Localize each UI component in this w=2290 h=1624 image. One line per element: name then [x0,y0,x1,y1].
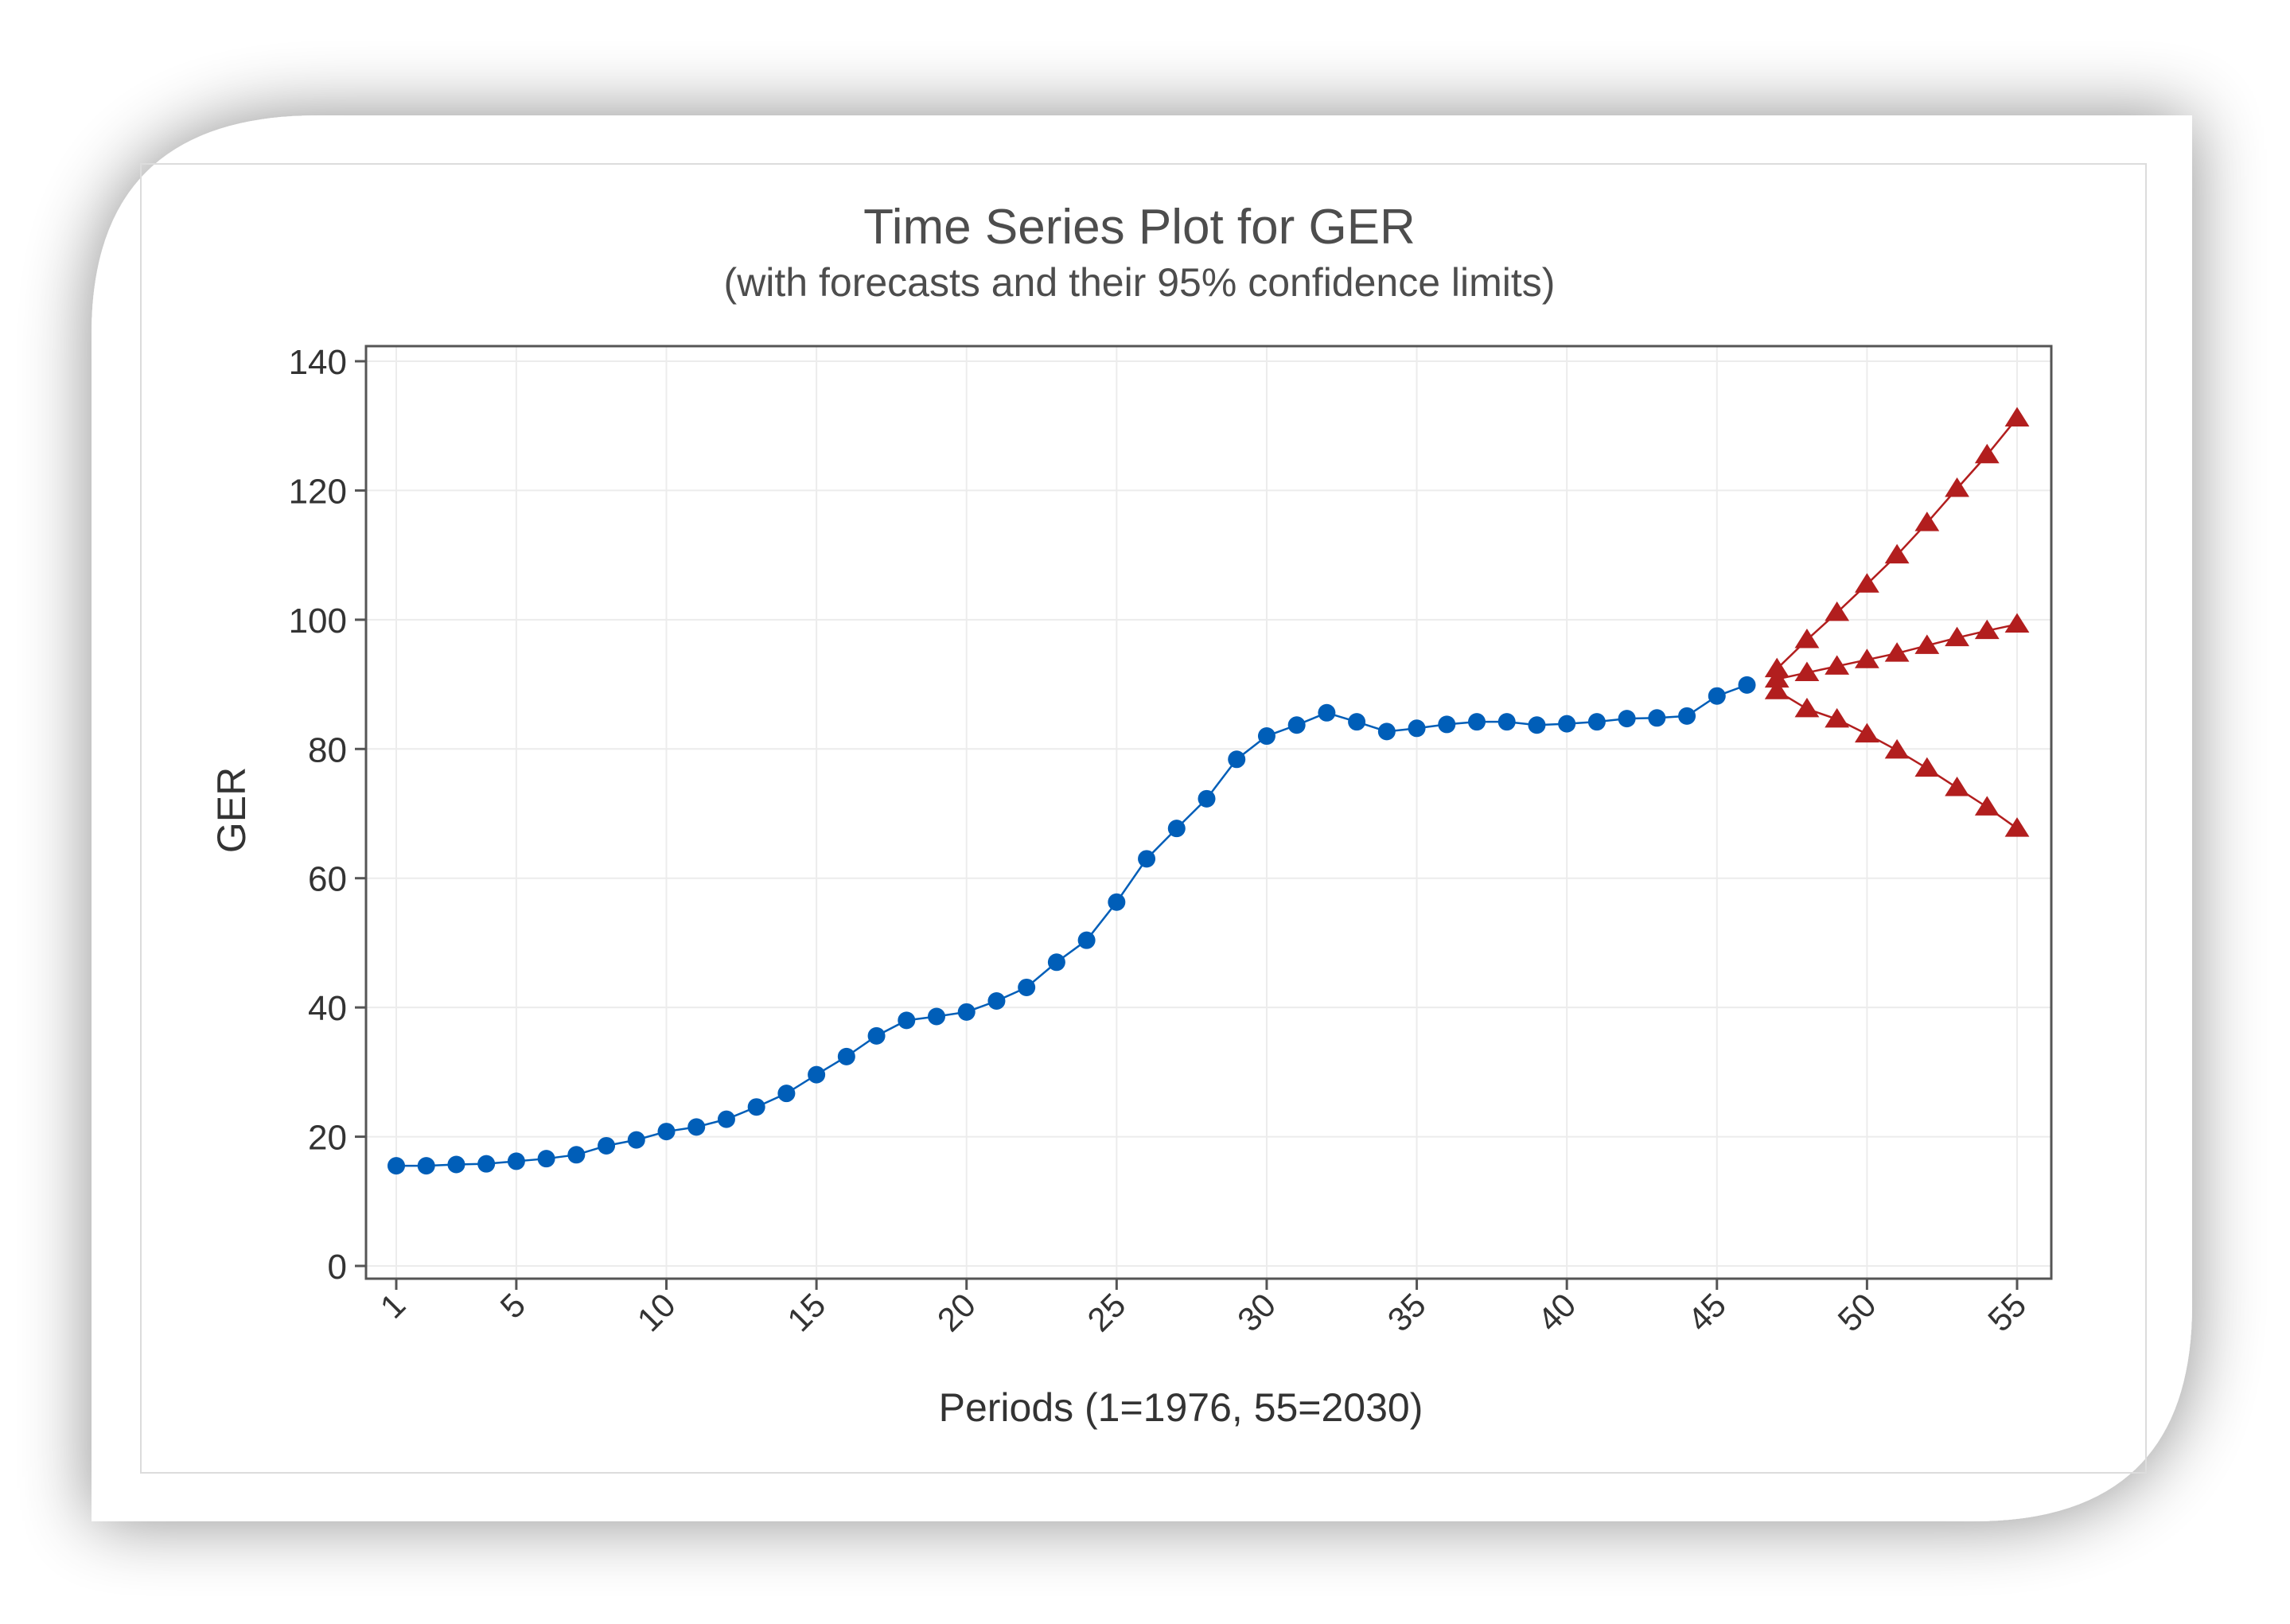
data-point-actual [837,1047,855,1065]
series-layer [388,407,2030,1175]
data-point-actual [388,1157,405,1175]
x-axis-label: Periods (1=1976, 55=2030) [939,1385,1423,1430]
data-point-upper-95-limit [1884,543,1910,564]
y-tick-label: 40 [308,989,347,1028]
data-point-actual [1408,719,1426,738]
card-background [92,115,2192,1521]
data-point-actual [1138,850,1156,868]
data-point-actual [1648,709,1666,727]
data-point-actual [1587,713,1606,731]
figure-border [140,163,2147,1474]
data-point-actual [447,1155,465,1174]
data-point-actual [1618,710,1636,728]
data-point-lower-95-limit [1794,697,1820,718]
data-point-lower-95-limit [1854,722,1879,743]
data-point-lower-95-limit [1974,796,2000,816]
data-point-actual [1558,715,1576,733]
data-point-actual [928,1007,945,1026]
data-point-forecast [1854,648,1879,668]
data-point-actual [1018,978,1036,996]
data-point-actual [1377,722,1396,741]
data-point-upper-95-limit [1825,601,1850,621]
data-point-actual [1257,727,1275,746]
data-point-actual [1348,713,1366,731]
data-point-actual [1108,893,1126,911]
data-point-lower-95-limit [1945,777,1969,796]
data-point-forecast [1794,661,1820,681]
data-point-actual [867,1026,886,1045]
data-point-lower-95-limit [1884,738,1910,759]
y-tick-label: 80 [308,730,347,769]
data-point-actual [1738,676,1756,694]
data-point-actual [537,1150,555,1168]
data-point-actual [957,1003,976,1021]
y-tick-label: 120 [289,472,347,511]
y-tick-label: 100 [289,602,347,641]
data-point-actual [417,1157,435,1175]
plot-area-border [364,345,2053,1280]
data-point-forecast [2004,613,2030,633]
data-point-actual [898,1011,916,1030]
data-point-actual [1708,687,1726,705]
data-point-actual [507,1152,525,1170]
y-axis-label: GER [209,767,254,853]
data-point-upper-95-limit [1914,512,1940,532]
data-point-actual [567,1146,586,1164]
data-point-actual [1047,953,1065,972]
data-point-forecast [1914,634,1940,654]
y-tick-label: 20 [308,1119,347,1158]
data-point-upper-95-limit [1974,443,2000,464]
data-point-actual [627,1131,645,1149]
data-point-actual [1287,716,1306,734]
data-point-actual [717,1110,735,1128]
data-point-actual [747,1098,765,1116]
data-point-actual [1198,789,1216,808]
data-point-actual [987,992,1006,1011]
data-point-upper-95-limit [1794,629,1820,648]
data-point-lower-95-limit [1825,707,1850,728]
data-point-actual [1167,820,1186,838]
data-point-lower-95-limit [1914,757,1940,777]
data-point-actual [687,1118,706,1136]
data-point-actual [1318,703,1336,722]
data-point-upper-95-limit [1945,477,1969,497]
data-point-upper-95-limit [1854,573,1879,593]
data-point-actual [1468,713,1486,731]
data-point-forecast [1945,626,1969,647]
y-tick-label: 140 [289,343,347,382]
data-point-forecast [1974,619,2000,640]
data-point-actual [808,1065,826,1084]
data-point-lower-95-limit [2004,817,2030,837]
data-point-actual [1077,931,1096,949]
data-point-actual [657,1123,676,1141]
data-point-upper-95-limit [2004,407,2030,426]
data-point-actual [598,1136,616,1155]
data-point-lower-95-limit [1764,680,1790,699]
chart-title: Time Series Plot for GER [863,200,1416,255]
data-point-actual [777,1085,796,1103]
data-point-upper-95-limit [1764,657,1790,678]
data-point-actual [477,1155,496,1173]
data-point-forecast [1884,642,1910,662]
data-point-actual [1438,715,1456,734]
data-point-actual [1528,716,1546,734]
series-line-actual [396,683,1747,1167]
data-point-actual [1228,750,1246,769]
y-tick-label: 0 [328,1248,347,1287]
y-tick-label: 60 [308,860,347,899]
data-point-actual [1497,713,1516,731]
data-point-forecast [1825,655,1850,675]
data-point-actual [1678,707,1696,725]
data-point-forecast [1764,668,1790,688]
chart-subtitle: (with forecasts and their 95% confidence… [724,260,1556,305]
